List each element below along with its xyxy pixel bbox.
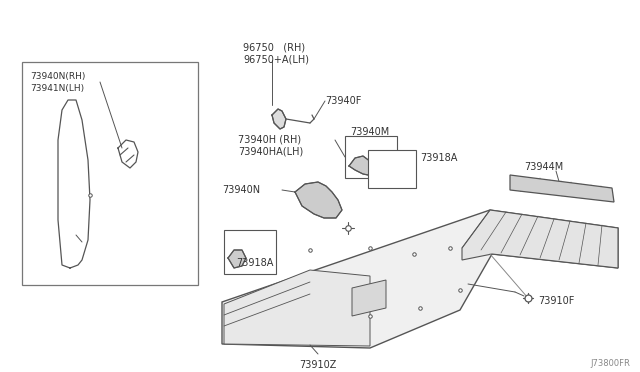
Text: 73940N: 73940N — [222, 185, 260, 195]
Text: 73940HA(LH): 73940HA(LH) — [238, 146, 303, 156]
Text: 73918A: 73918A — [420, 153, 458, 163]
Polygon shape — [272, 109, 286, 129]
Text: J73800FR: J73800FR — [590, 359, 630, 368]
Text: 96750+A(LH): 96750+A(LH) — [243, 54, 309, 64]
Polygon shape — [352, 280, 386, 316]
Bar — [345, 136, 397, 178]
Text: 73910F: 73910F — [538, 296, 574, 306]
Polygon shape — [222, 210, 618, 348]
Polygon shape — [228, 250, 246, 268]
Polygon shape — [295, 182, 342, 218]
Polygon shape — [462, 210, 618, 268]
Bar — [368, 150, 416, 188]
Text: 73940M: 73940M — [350, 127, 389, 137]
Polygon shape — [349, 156, 375, 176]
Text: 96750   (RH): 96750 (RH) — [243, 42, 305, 52]
Text: 73910Z: 73910Z — [300, 360, 337, 370]
Bar — [224, 230, 276, 274]
Text: 73944M: 73944M — [524, 162, 563, 172]
Text: 73940N(RH): 73940N(RH) — [30, 72, 85, 81]
Text: 73940F: 73940F — [325, 96, 362, 106]
Polygon shape — [510, 175, 614, 202]
Polygon shape — [224, 270, 370, 346]
Text: 73918A: 73918A — [236, 258, 273, 268]
Text: 73940H (RH): 73940H (RH) — [238, 134, 301, 144]
Text: 73941N(LH): 73941N(LH) — [30, 84, 84, 93]
Bar — [22, 62, 198, 285]
